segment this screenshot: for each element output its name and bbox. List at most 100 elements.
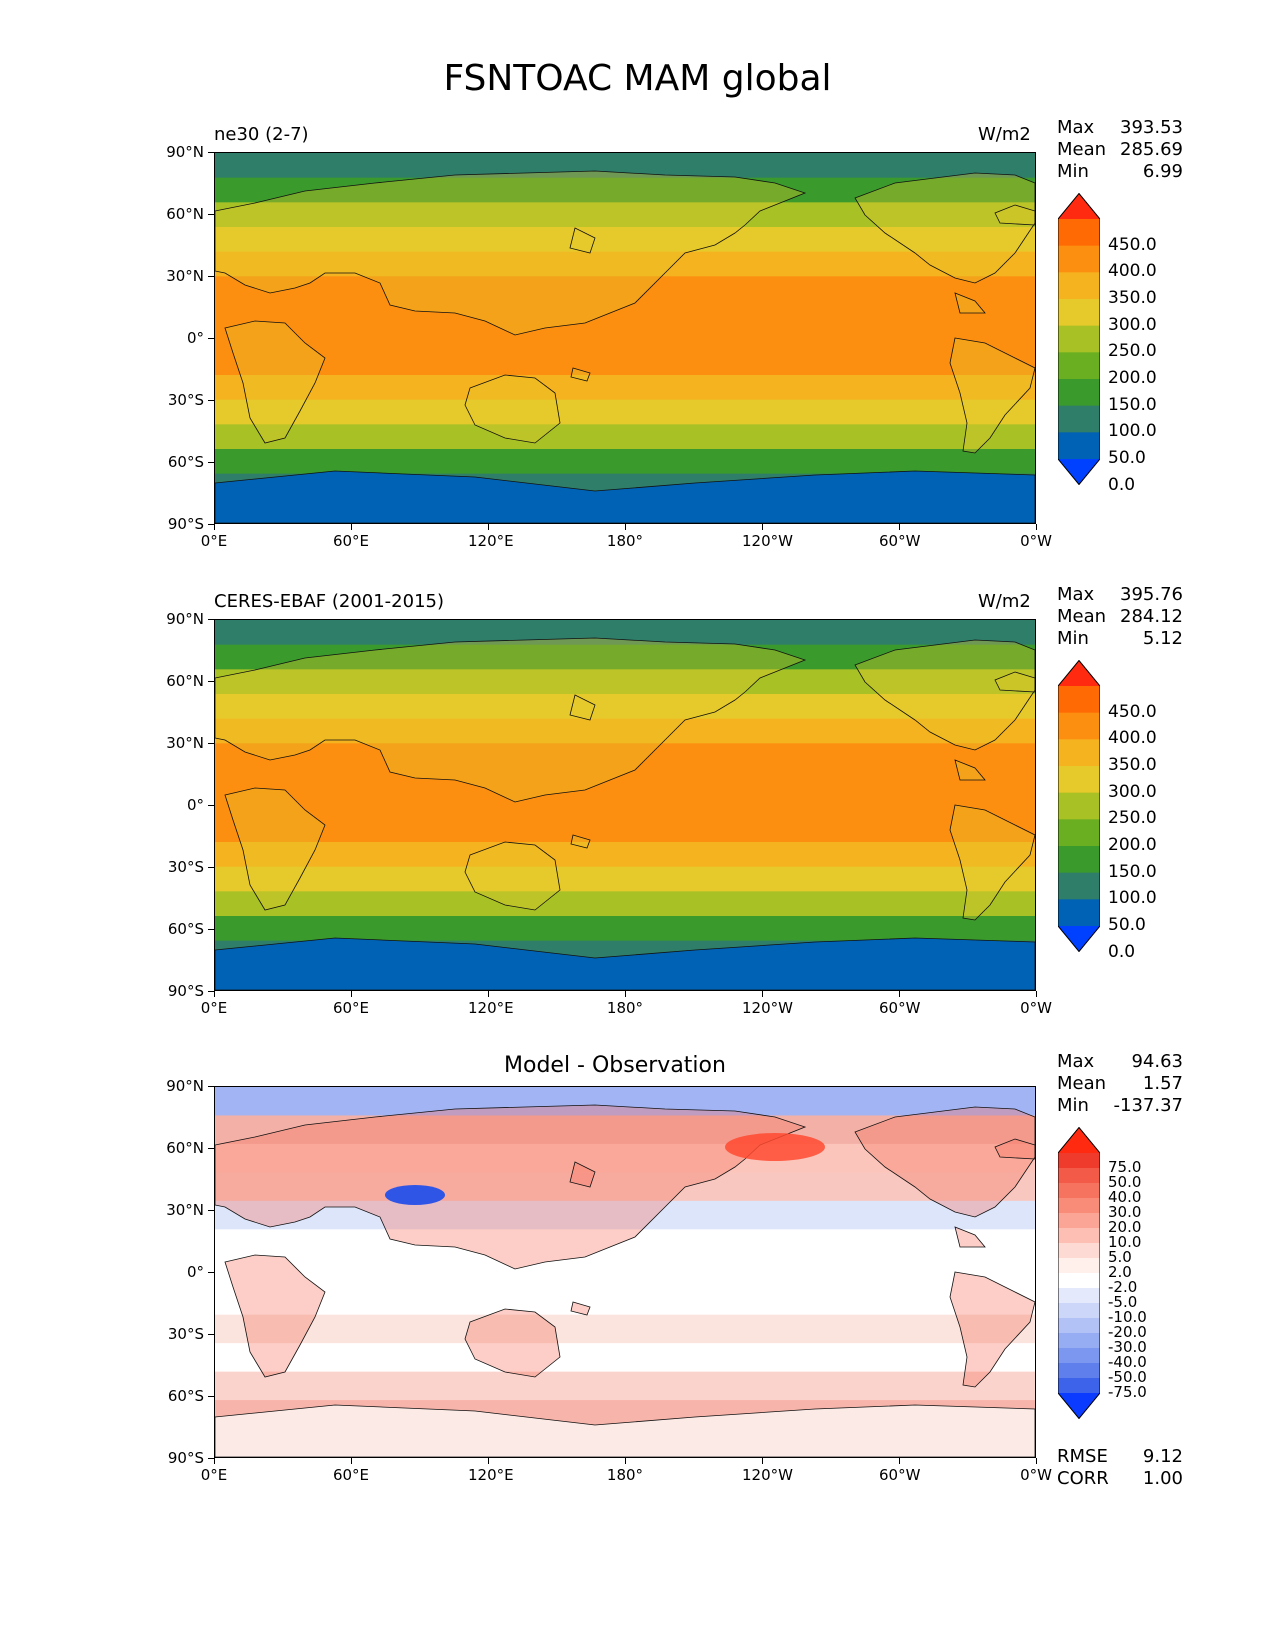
colorbar-tick-label: 5.0 [1108,1248,1132,1266]
lat-tick-label: 90°N [166,1077,204,1095]
colorbar-segment [1058,819,1100,847]
coastline [570,1301,591,1316]
coastline [994,671,1035,693]
coastline [570,367,591,382]
colorbar-outline [1058,660,1100,952]
lon-tick-mark [350,524,352,530]
coastline [215,637,807,803]
lon-tick-label: 60°W [879,532,921,550]
lon-tick-mark [624,991,626,997]
stat-label: Max [1057,117,1095,138]
colorbar-segment [1058,686,1100,714]
lon-tick-label: 0°W [1020,532,1052,550]
colorbar-tick-label: -75.0 [1108,1383,1147,1401]
field-band [215,1314,1035,1344]
coastline [570,834,591,849]
colorbar-segment [1058,1213,1100,1229]
lon-tick-mark [898,991,900,997]
field-band [215,1343,1035,1373]
lon-tick-mark [487,1458,489,1464]
lon-tick-label: 60°E [332,999,370,1017]
colorbar-tick-label: -20.0 [1108,1323,1147,1341]
lon-tick-mark [1035,991,1037,997]
model-panel-units: W/m2 [978,124,1031,145]
colorbar-segment [1058,792,1100,820]
model-map-field [215,153,1035,523]
lon-tick-label: 0°W [1020,1466,1052,1484]
coastline [224,1254,326,1378]
field-band [215,1087,1035,1117]
obs-map-field [215,620,1035,990]
colorbar-tick-label: 150.0 [1108,394,1157,415]
field-band [215,1115,1035,1145]
field-band [215,1286,1035,1316]
colorbar-segment [1058,379,1100,407]
colorbar-segment [1058,766,1100,794]
field-band [215,644,1035,670]
diff-panel-title: Model - Observation [504,1053,726,1078]
lat-tick-label: 30°S [167,391,204,409]
field-band [215,1200,1035,1230]
colorbar-segment [1058,405,1100,433]
lat-tick-mark [208,461,214,463]
colorbar-tick-label: 2.0 [1108,1263,1132,1281]
stat-label: Min [1057,161,1089,182]
coastline [854,172,1035,284]
lat-tick-mark [208,866,214,868]
coastline [954,292,986,314]
diff-map [214,1086,1036,1458]
lat-tick-mark [208,1147,214,1149]
colorbar-outline [1058,1127,1100,1419]
field-band [215,866,1035,892]
lon-tick-mark [1035,1458,1037,1464]
lat-tick-mark [208,337,214,339]
coastline [949,804,1035,921]
colorbar-segment [1058,1348,1100,1364]
negative-anomaly-patch [385,1185,445,1205]
colorbar-segment [1058,1198,1100,1214]
stat-value: 6.99 [1142,161,1183,182]
lon-tick-mark [350,1458,352,1464]
positive-anomaly-patch [725,1133,825,1161]
colorbar-extend-max [1058,1127,1100,1153]
lat-tick-label: 90°S [167,515,204,533]
lat-tick-label: 0° [186,796,204,814]
coastline [994,1138,1035,1160]
coastline [224,320,326,444]
coastline [215,937,1035,990]
colorbar-segment [1058,1273,1100,1289]
lat-tick-mark [208,1333,214,1335]
lon-tick-label: 60°W [879,1466,921,1484]
lat-tick-mark [208,680,214,682]
colorbar-tick-label: 450.0 [1108,701,1157,722]
colorbar-tick-label: -5.0 [1108,1293,1138,1311]
lat-tick-label: 30°N [166,1201,204,1219]
metric-label: CORR [1057,1468,1109,1489]
lon-tick-label: 180° [606,532,644,550]
stat-label: Mean [1057,606,1107,627]
lat-tick-label: 90°S [167,982,204,1000]
colorbar-segment [1058,1228,1100,1244]
metric-value: 9.12 [1142,1446,1183,1467]
field-band [215,227,1035,253]
colorbar-tick-label: 75.0 [1108,1158,1142,1176]
lat-tick-label: 30°S [167,858,204,876]
colorbar-segment [1058,352,1100,380]
stat-value: 395.76 [1120,584,1183,605]
lon-tick-label: 0°E [200,999,228,1017]
lat-tick-label: 60°N [166,1139,204,1157]
lon-tick-mark [350,991,352,997]
coastline [954,1226,986,1248]
lon-tick-label: 60°W [879,999,921,1017]
lon-tick-mark [213,1458,215,1464]
stat-value: 5.12 [1142,628,1183,649]
field-band [215,153,1035,179]
coastline [569,694,596,721]
colorbar-tick-label: 150.0 [1108,861,1157,882]
colorbar-tick-label: 350.0 [1108,288,1157,308]
colorbar-tick-label: 450.0 [1108,234,1157,255]
colorbar-tick-label: 350.0 [1108,755,1157,775]
field-band [215,202,1035,228]
field-band [215,792,1035,818]
lat-tick-label: 60°S [167,920,204,938]
